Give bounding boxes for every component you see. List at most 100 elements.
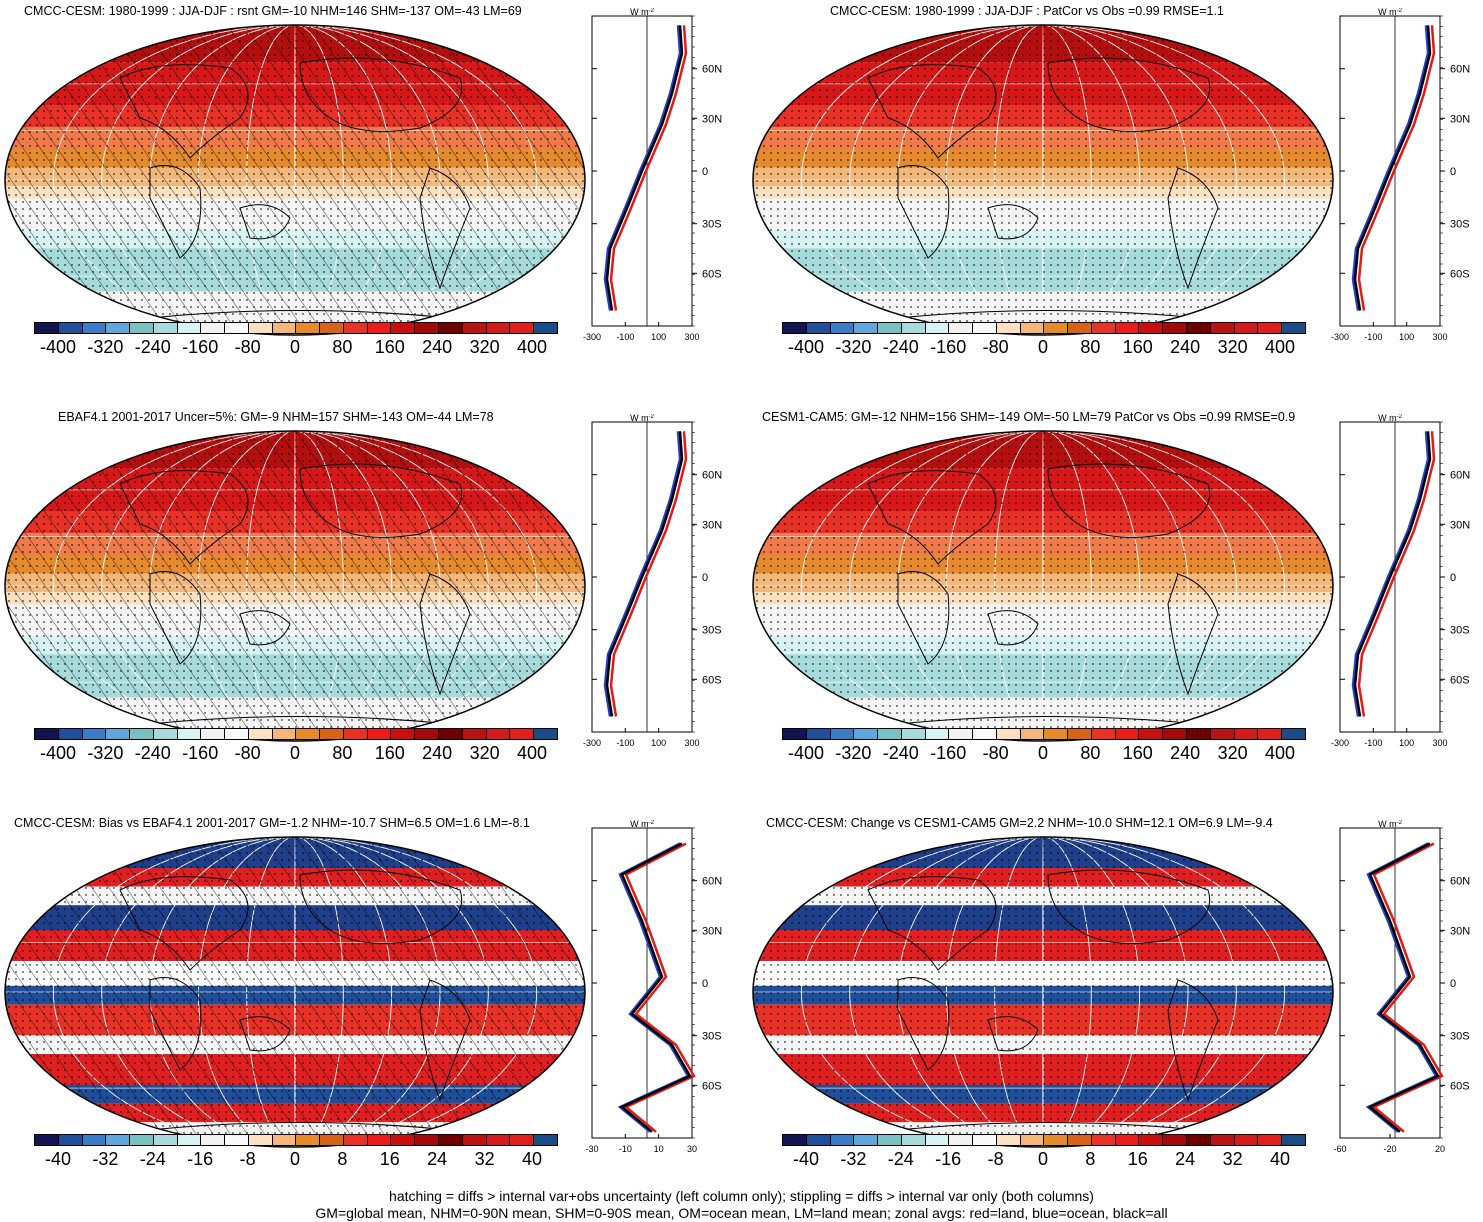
colorbar-tick-label: -16 bbox=[187, 1149, 214, 1169]
colorbar-tick-label: 240 bbox=[422, 743, 453, 763]
zonal-x-tick-label: -100 bbox=[616, 738, 634, 748]
latitude-label: 60S bbox=[1450, 674, 1470, 686]
colorbar-tick-label: 32 bbox=[1222, 1149, 1243, 1169]
colorbar-tick-label: 16 bbox=[379, 1149, 400, 1169]
colorbar-tick-label: -320 bbox=[835, 337, 872, 357]
latitude-label: 30N bbox=[1450, 925, 1470, 937]
colorbar-tick-label: -24 bbox=[139, 1149, 166, 1169]
latitude-label: 60N bbox=[702, 64, 722, 76]
colorbar-tick-label: 320 bbox=[469, 743, 500, 763]
zonal-x-tick-label: -300 bbox=[1331, 738, 1349, 748]
colorbar-tick-label: -16 bbox=[935, 1149, 962, 1169]
zonal-all-curve bbox=[605, 431, 684, 717]
latitude-label: 0 bbox=[1450, 166, 1456, 178]
panel-title: CMCC-CESM: Bias vs EBAF4.1 2001-2017 GM=… bbox=[14, 816, 530, 830]
latitude-label: 30N bbox=[702, 113, 722, 125]
zonal-all-curve bbox=[1367, 842, 1440, 1133]
latitude-label: 60S bbox=[1450, 1080, 1470, 1092]
zonal-x-tick-label: 10 bbox=[654, 1144, 664, 1154]
latitude-label: 60S bbox=[702, 1080, 722, 1092]
zonal-land-curve bbox=[1371, 842, 1444, 1133]
zonal-x-tick-label: -300 bbox=[583, 332, 601, 342]
zonal-mean-plot: W m-2 60N 30N 0 30S 60S -300 -100 100 300 bbox=[583, 414, 722, 748]
zonal-x-tick-label: -10 bbox=[619, 1144, 632, 1154]
panel-title: CMCC-CESM: Change vs CESM1-CAM5 GM=2.2 N… bbox=[766, 816, 1273, 830]
panel-6: CMCC-CESM: Change vs CESM1-CAM5 GM=2.2 N… bbox=[748, 812, 1470, 1202]
colorbar-tick-label: 0 bbox=[289, 1149, 301, 1169]
robinson-map bbox=[752, 430, 1334, 742]
zonal-all-curve bbox=[619, 842, 692, 1133]
panel-1: CMCC-CESM: 1980-1999 : JJA-DJF : rsnt GM… bbox=[0, 0, 722, 390]
zonal-x-tick-label: -60 bbox=[1333, 1144, 1346, 1154]
colorbar-tick-label: -400 bbox=[39, 743, 77, 763]
zonal-x-tick-label: 300 bbox=[1432, 332, 1447, 342]
robinson-map bbox=[752, 24, 1334, 336]
panel-2: CMCC-CESM: 1980-1999 : JJA-DJF : PatCor … bbox=[748, 0, 1470, 390]
colorbar-tick-label: 320 bbox=[469, 337, 500, 357]
colorbar-tick-label: 160 bbox=[1122, 337, 1153, 357]
zonal-x-tick-label: -100 bbox=[1364, 738, 1382, 748]
colorbar-tick-label: -40 bbox=[44, 1149, 72, 1169]
colorbar-tick-label: 240 bbox=[422, 337, 453, 357]
latitude-label: 30N bbox=[1450, 113, 1470, 125]
zonal-land-curve bbox=[609, 431, 688, 717]
panel-5: CMCC-CESM: Bias vs EBAF4.1 2001-2017 GM=… bbox=[0, 812, 722, 1202]
colorbar-tick-label: -80 bbox=[234, 337, 261, 357]
latitude-label: 30S bbox=[1450, 1031, 1470, 1043]
colorbar-tick-label: -400 bbox=[39, 337, 77, 357]
zonal-land-curve bbox=[1357, 431, 1436, 717]
zonal-x-tick-label: 30 bbox=[687, 1144, 697, 1154]
colorbar-tick-label: -240 bbox=[882, 337, 919, 357]
colorbar-tick-label: 8 bbox=[1085, 1149, 1096, 1169]
panel-title: CESM1-CAM5: GM=-12 NHM=156 SHM=-149 OM=-… bbox=[762, 410, 1296, 424]
colorbar-tick-label: -80 bbox=[982, 743, 1009, 763]
colorbar-tick-label: 160 bbox=[1122, 743, 1153, 763]
latitude-label: 30S bbox=[702, 1031, 722, 1043]
zonal-unit-label: W m-2 bbox=[1378, 414, 1402, 423]
latitude-label: 60S bbox=[702, 268, 722, 280]
colorbar bbox=[782, 728, 1306, 740]
colorbar-tick-label: -240 bbox=[134, 743, 171, 763]
colorbar-tick-label: -320 bbox=[87, 337, 124, 357]
latitude-label: 30S bbox=[1450, 625, 1470, 637]
zonal-all-curve bbox=[1353, 25, 1432, 311]
robinson-map bbox=[4, 430, 586, 742]
latitude-label: 30S bbox=[702, 625, 722, 637]
latitude-label: 60N bbox=[1450, 876, 1470, 888]
zonal-all-curve bbox=[1353, 431, 1432, 717]
colorbar-tick-label: 400 bbox=[1264, 743, 1296, 763]
zonal-mean-plot: W m-2 60N 30N 0 30S 60S -300 -100 100 300 bbox=[583, 8, 722, 342]
footer-note-legend: GM=global mean, NHM=0-90N mean, SHM=0-90… bbox=[315, 1205, 1168, 1221]
colorbar bbox=[34, 1134, 558, 1146]
zonal-unit-label: W m-2 bbox=[630, 414, 654, 423]
colorbar-tick-label: 0 bbox=[1037, 743, 1049, 763]
colorbar-tick-label: 40 bbox=[521, 1149, 543, 1169]
colorbar-tick-label: -160 bbox=[930, 743, 967, 763]
panel-3: EBAF4.1 2001-2017 Uncer=5%: GM=-9 NHM=15… bbox=[0, 406, 722, 796]
zonal-mean-plot: W m-2 60N 30N 0 30S 60S -300 -100 100 300 bbox=[1331, 8, 1470, 342]
latitude-label: 60N bbox=[702, 876, 722, 888]
zonal-x-tick-label: -100 bbox=[616, 332, 634, 342]
zonal-x-tick-label: 100 bbox=[651, 738, 666, 748]
colorbar-tick-label: 16 bbox=[1127, 1149, 1148, 1169]
latitude-label: 0 bbox=[702, 978, 708, 990]
robinson-map bbox=[4, 836, 586, 1148]
colorbar-tick-label: -160 bbox=[182, 743, 219, 763]
zonal-x-tick-label: -300 bbox=[583, 738, 601, 748]
zonal-x-tick-label: -300 bbox=[1331, 332, 1349, 342]
colorbar-tick-label: 8 bbox=[337, 1149, 348, 1169]
colorbar-tick-label: -8 bbox=[239, 1149, 256, 1169]
colorbar bbox=[782, 322, 1306, 334]
colorbar-tick-label: -24 bbox=[887, 1149, 914, 1169]
colorbar-tick-label: 400 bbox=[516, 337, 548, 357]
zonal-x-tick-label: 100 bbox=[1399, 738, 1414, 748]
zonal-x-tick-label: -100 bbox=[1364, 332, 1382, 342]
panel-title: EBAF4.1 2001-2017 Uncer=5%: GM=-9 NHM=15… bbox=[58, 410, 494, 424]
colorbar-tick-label: -32 bbox=[92, 1149, 119, 1169]
colorbar-tick-label: 320 bbox=[1217, 743, 1248, 763]
robinson-map bbox=[752, 836, 1334, 1148]
colorbar-tick-label: 24 bbox=[427, 1149, 448, 1169]
zonal-ocean-curve bbox=[603, 25, 682, 311]
latitude-label: 60N bbox=[702, 470, 722, 482]
colorbar-tick-label: -8 bbox=[987, 1149, 1004, 1169]
